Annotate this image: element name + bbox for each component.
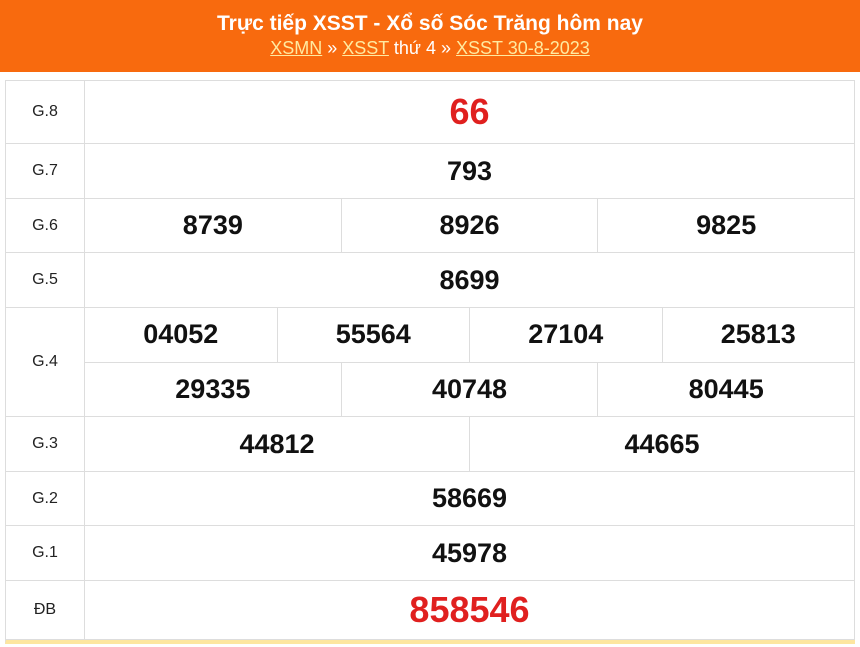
prize-number: 8699 [85,253,855,307]
prize-label: G.4 [6,308,85,416]
prize-row: G.3 44812 44665 [6,417,855,472]
prize-number: 793 [85,144,855,198]
prize-number: 858546 [85,581,855,639]
prize-label: G.7 [6,144,85,198]
prize-number: 66 [85,81,855,143]
prize-label: G.3 [6,417,85,471]
prize-row: G.5 8699 [6,253,855,308]
prize-label: G.1 [6,526,85,580]
page-header: Trực tiếp XSST - Xổ số Sóc Trăng hôm nay… [0,0,860,72]
breadcrumb-xsmn-link[interactable]: XSMN [270,38,323,58]
prize-number: 55564 [278,308,470,362]
breadcrumb: XSMN » XSST thứ 4 » XSST 30-8-2023 [0,36,860,60]
breadcrumb-xsst-link[interactable]: XSST [342,38,389,58]
prize-number: 9825 [598,199,856,252]
prize-number: 45978 [85,526,855,580]
prize-label: G.2 [6,472,85,525]
breadcrumb-weekday: thứ 4 » [388,38,457,58]
prize-number: 44665 [470,417,855,471]
page-title: Trực tiếp XSST - Xổ số Sóc Trăng hôm nay [217,12,643,35]
prize-row: ĐB 858546 [6,581,855,640]
prize-row: G.4 04052 55564 27104 25813 29335 40748 80445 [6,308,856,417]
prize-number: 25813 [663,308,855,362]
prize-number: 8739 [85,199,342,252]
prize-row: G.8 66 [6,81,855,144]
prize-number: 04052 [85,308,278,362]
prize-number: 29335 [85,362,342,416]
prize-label: G.6 [6,199,85,252]
prize-row: G.7 793 [6,144,855,199]
prize-label: G.5 [6,253,85,307]
breadcrumb-separator: » [322,38,343,58]
prize-row: G.2 58669 [6,472,855,526]
prize-number: 40748 [342,362,599,416]
prize-label: G.8 [6,81,85,143]
prize-row: G.6 8739 8926 9825 [6,199,856,253]
results-table: G.8 66 G.7 793 G.6 8739 8926 9825 G.5 8699 G.4 0405… [5,80,856,644]
prize-number: 8926 [342,199,599,252]
prize-number: 80445 [598,362,856,416]
prize-number: 27104 [470,308,663,362]
prize-label: ĐB [6,581,85,639]
prize-number: 58669 [85,472,855,525]
breadcrumb-date-link[interactable]: XSST 30-8-2023 [456,38,590,58]
prize-row: G.1 45978 [6,526,855,581]
prize-number: 44812 [85,417,470,471]
